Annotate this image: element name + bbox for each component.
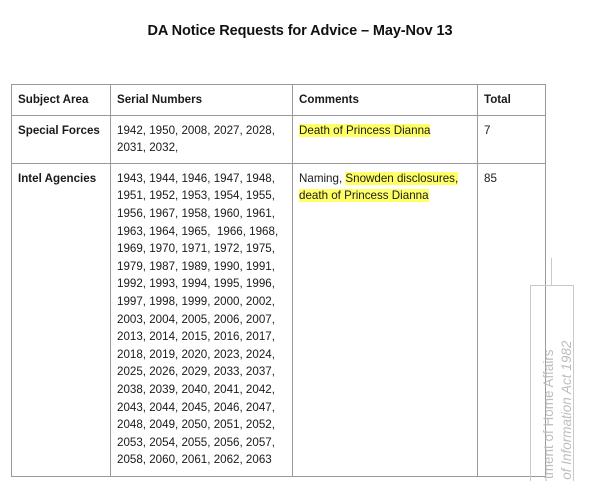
serial-line: 1997, 1998, 1999, 2000, 2002, <box>117 294 275 308</box>
cell-total: 85 <box>477 162 546 477</box>
serial-line: 2038, 2039, 2040, 2041, 2042, <box>117 382 275 396</box>
serial-line: 1942, 1950, 2008, 2027, 2028, <box>117 123 275 137</box>
cell-subject-area: Special Forces <box>11 114 111 164</box>
page-title: DA Notice Requests for Advice – May-Nov … <box>147 23 453 39</box>
serial-line: 1969, 1970, 1971, 1972, 1975, <box>117 242 275 256</box>
serial-line: 2018, 2019, 2020, 2023, 2024, <box>117 347 275 361</box>
cell-serial-numbers: 1942, 1950, 2008, 2027, 2028, 2031, 2032… <box>110 114 293 164</box>
serial-line: 2043, 2044, 2045, 2046, 2047, <box>117 400 275 414</box>
serial-line: 1956, 1967, 1958, 1960, 1961, <box>117 206 275 220</box>
table-header: Subject Area Serial Numbers Comments Tot… <box>11 84 546 116</box>
serial-line: 2053, 2054, 2055, 2056, 2057, <box>117 435 275 449</box>
table-row: Special Forces 1942, 1950, 2008, 2027, 2… <box>11 114 546 164</box>
serial-line: 2048, 2049, 2050, 2051, 2052, <box>117 418 275 432</box>
column-header-comments: Comments <box>292 84 478 116</box>
column-header-total: Total <box>477 84 546 116</box>
serial-line: 2013, 2014, 2015, 2016, 2017, <box>117 330 275 344</box>
watermark-line-act: n of Information Act 1982 <box>559 340 574 481</box>
cell-total: 7 <box>477 114 546 164</box>
serial-line: 1979, 1987, 1989, 1990, 1991, <box>117 259 275 273</box>
serial-line: 1951, 1952, 1953, 1954, 1955, <box>117 189 275 203</box>
cell-serial-numbers: 1943, 1944, 1946, 1947, 1948, 1951, 1952… <box>110 162 293 477</box>
table-header-row: Subject Area Serial Numbers Comments Tot… <box>11 84 546 116</box>
cell-comments: Death of Princess Dianna <box>292 114 478 164</box>
column-header-subject-area: Subject Area <box>11 84 111 116</box>
table-row: Intel Agencies 1943, 1944, 1946, 1947, 1… <box>11 162 546 477</box>
serial-line: 2003, 2004, 2005, 2006, 2007, <box>117 312 275 326</box>
advice-requests-table-container: Subject Area Serial Numbers Comments Tot… <box>11 84 546 477</box>
cell-comments: Naming, Snowden disclosures, death of Pr… <box>292 162 478 477</box>
serial-line: 2058, 2060, 2061, 2062, 2063 <box>117 453 272 467</box>
serial-line: 1943, 1944, 1946, 1947, 1948, <box>117 171 275 185</box>
watermark-stem <box>551 258 552 286</box>
serial-line: 1963, 1964, 1965, 1966, 1968, <box>117 224 279 238</box>
comment-text-plain: Naming, <box>299 171 346 185</box>
advice-requests-table: Subject Area Serial Numbers Comments Tot… <box>11 84 546 477</box>
table-body: Special Forces 1942, 1950, 2008, 2027, 2… <box>11 114 546 477</box>
cell-subject-area: Intel Agencies <box>11 162 111 477</box>
serial-line: 1992, 1993, 1994, 1995, 1996, <box>117 277 275 291</box>
serial-line: 2031, 2032, <box>117 141 179 155</box>
comment-text-highlighted: Death of Princess Dianna <box>299 123 431 137</box>
serial-line: 2025, 2026, 2029, 2033, 2037, <box>117 365 275 379</box>
column-header-serial-numbers: Serial Numbers <box>110 84 293 116</box>
